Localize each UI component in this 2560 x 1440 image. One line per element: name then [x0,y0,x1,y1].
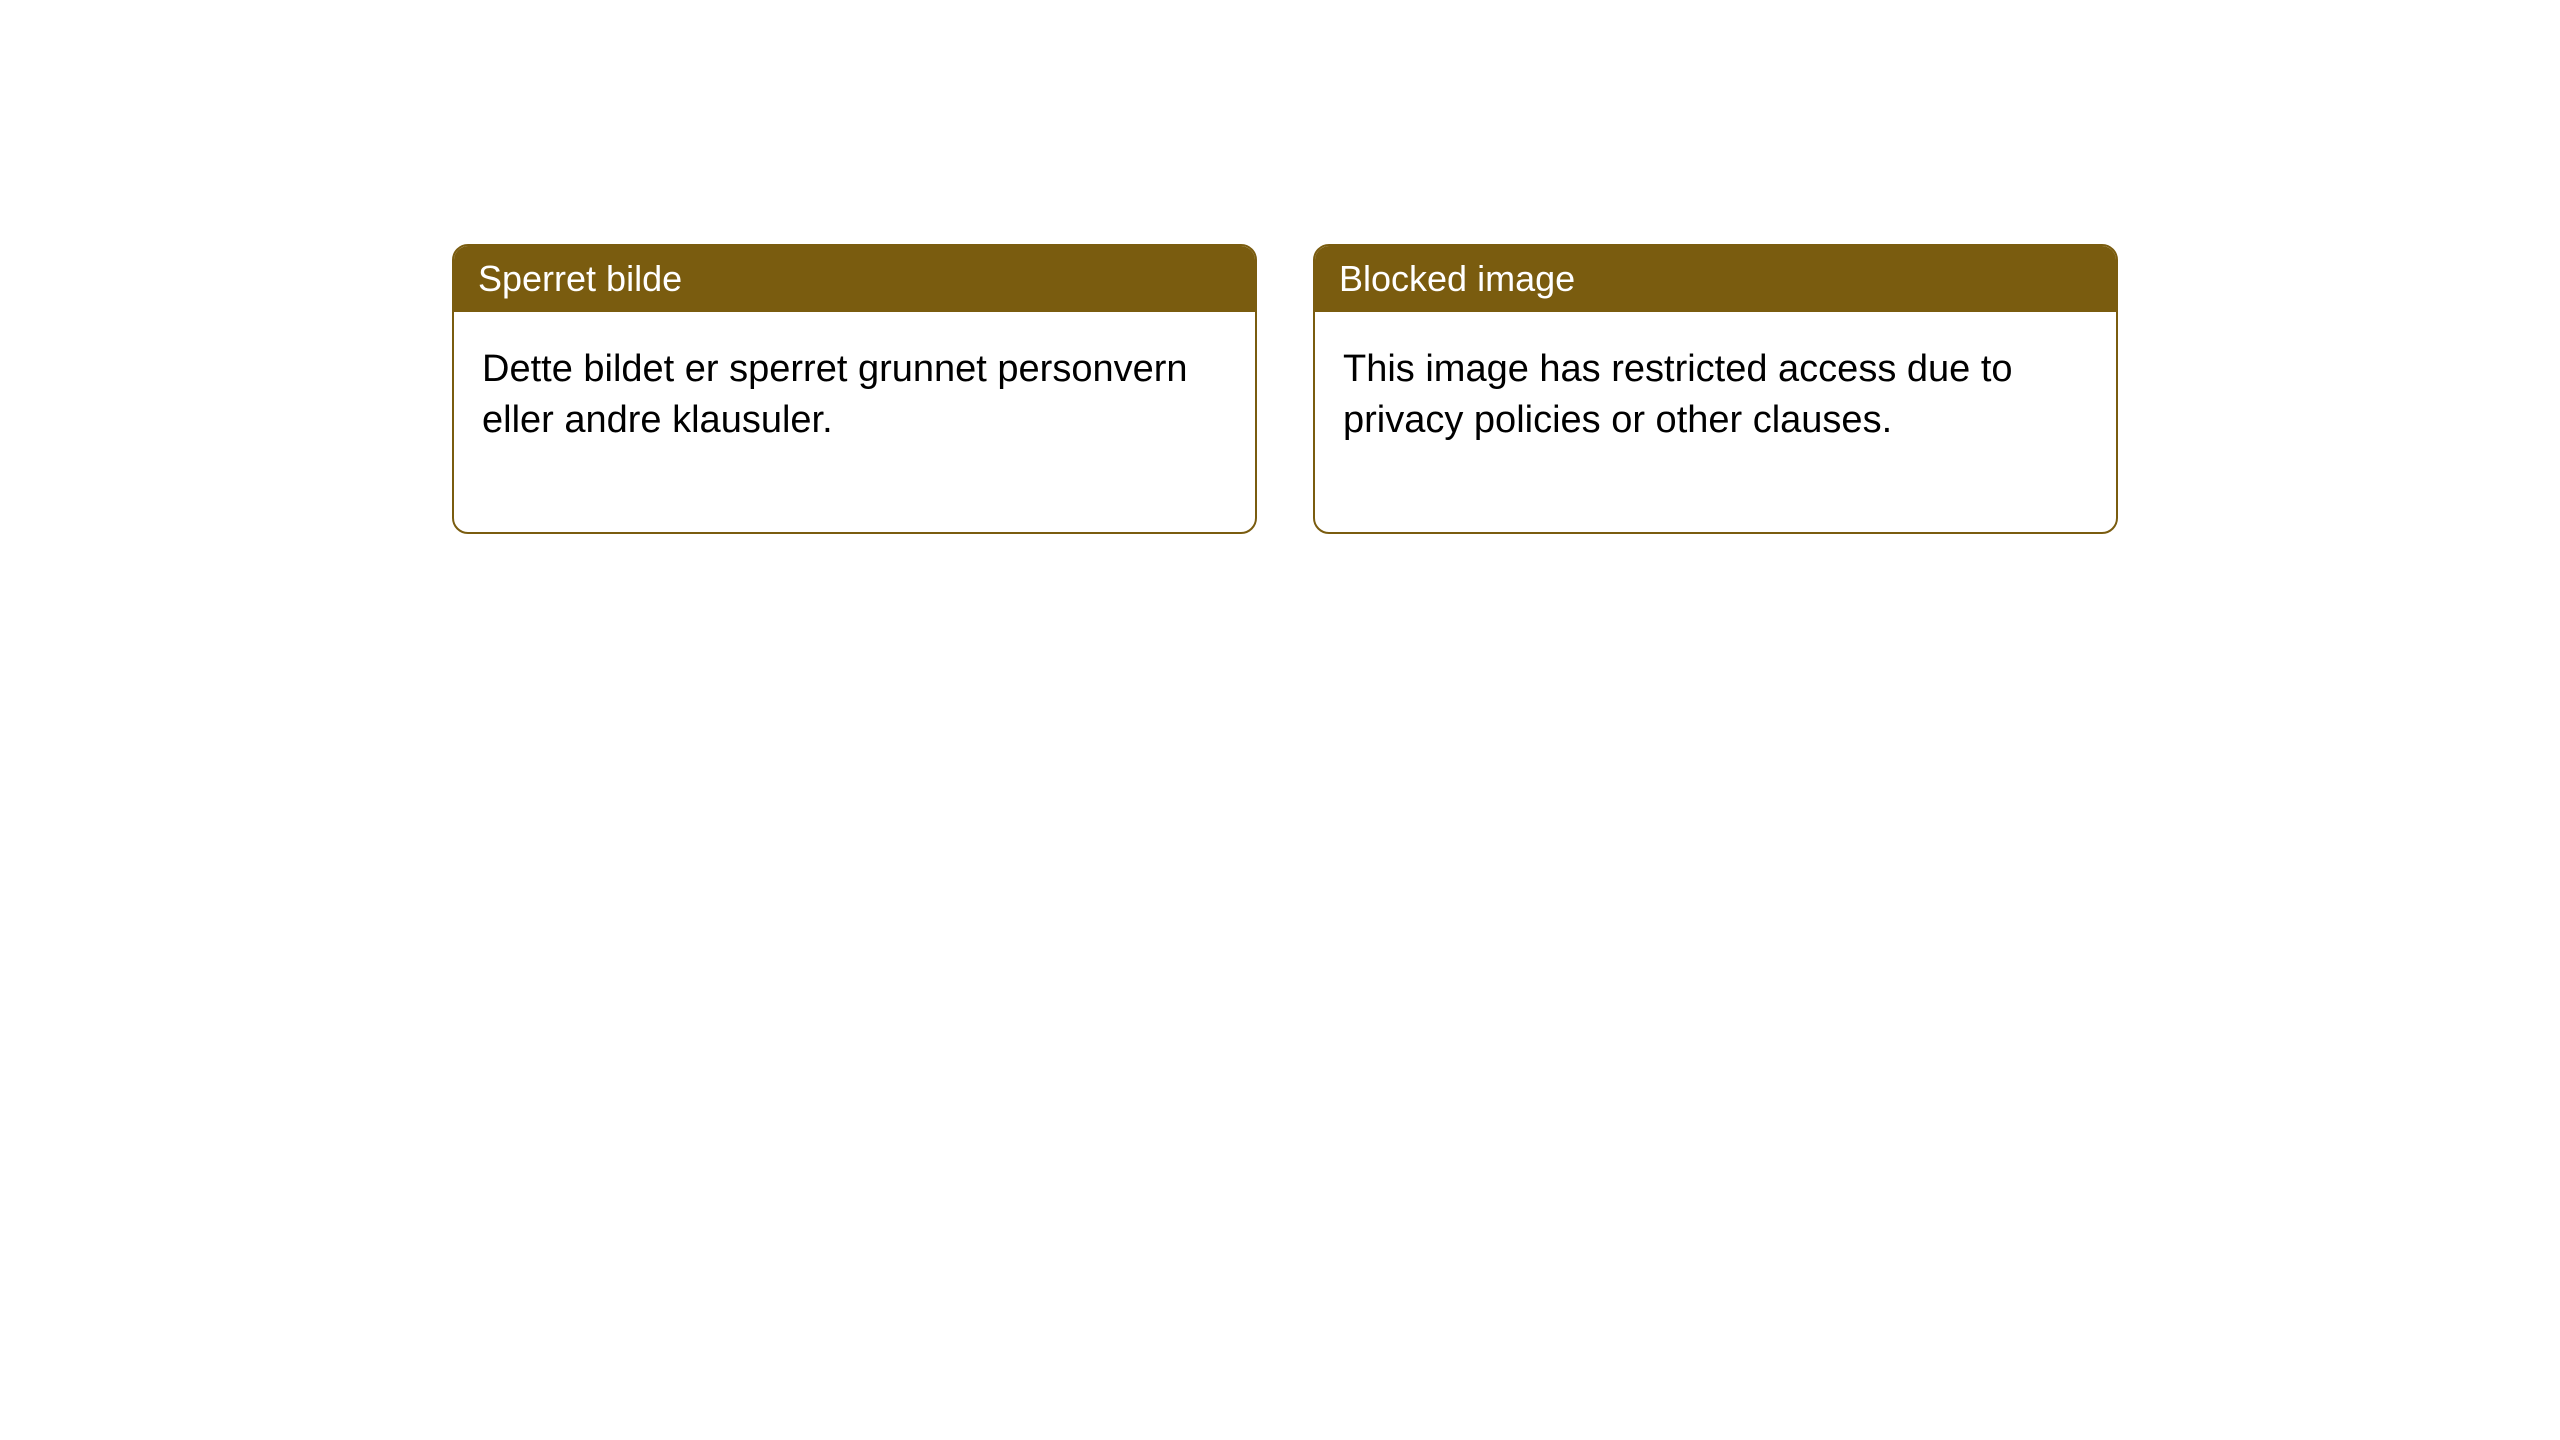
notice-title-norwegian: Sperret bilde [454,246,1255,312]
notice-card-norwegian: Sperret bilde Dette bildet er sperret gr… [452,244,1257,534]
notice-body-norwegian: Dette bildet er sperret grunnet personve… [454,312,1255,532]
notice-container: Sperret bilde Dette bildet er sperret gr… [0,0,2560,534]
notice-card-english: Blocked image This image has restricted … [1313,244,2118,534]
notice-title-english: Blocked image [1315,246,2116,312]
notice-body-english: This image has restricted access due to … [1315,312,2116,532]
